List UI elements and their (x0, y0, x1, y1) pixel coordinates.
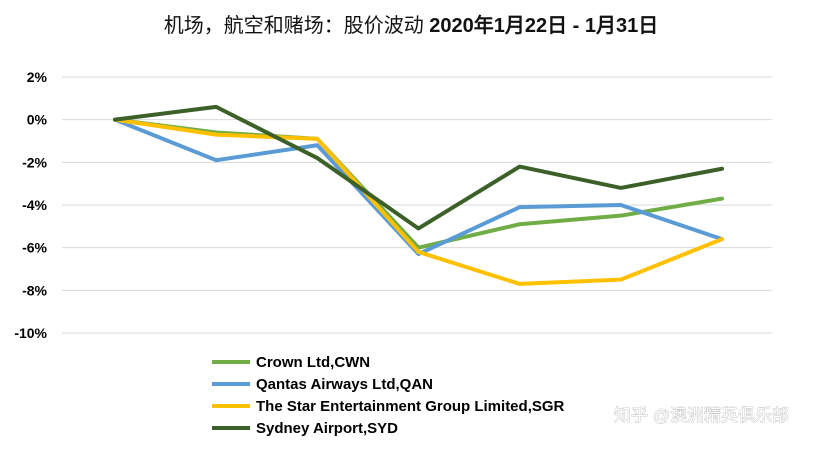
legend-label: The Star Entertainment Group Limited,SGR (256, 398, 565, 415)
series-line (113, 117, 724, 250)
y-tick-label: 2% (27, 69, 48, 85)
legend: Crown Ltd,CWN Qantas Airways Ltd,QAN The S… (212, 354, 565, 437)
y-tick-label: -6% (22, 240, 47, 256)
series-line (113, 117, 724, 286)
chart-title: 机场，航空和赌场：股价波动 2020年1月22日 - 1月31日 (164, 13, 659, 37)
series-line (113, 104, 724, 231)
series-lines (113, 104, 724, 286)
chart-title-cn: 机场，航空和赌场：股价波动 (164, 14, 430, 37)
watermark: 知乎 @澳洲精英俱乐部 (614, 406, 789, 425)
legend-label: Sydney Airport,SYD (256, 420, 398, 437)
chart-title-date: 2020年1月22日 - 1月31日 (429, 13, 658, 37)
y-tick-label: -2% (22, 154, 47, 170)
y-tick-label: -8% (22, 282, 47, 298)
y-axis-ticks: 2% 0% -2% -4% -6% -8% -10% (14, 69, 47, 341)
y-tick-label: -10% (14, 325, 47, 341)
series-line (113, 117, 724, 257)
y-tick-label: -4% (22, 197, 47, 213)
legend-label: Qantas Airways Ltd,QAN (256, 376, 433, 393)
y-tick-label: 0% (27, 112, 48, 128)
gridlines (62, 76, 772, 334)
legend-label: Crown Ltd,CWN (256, 354, 370, 371)
